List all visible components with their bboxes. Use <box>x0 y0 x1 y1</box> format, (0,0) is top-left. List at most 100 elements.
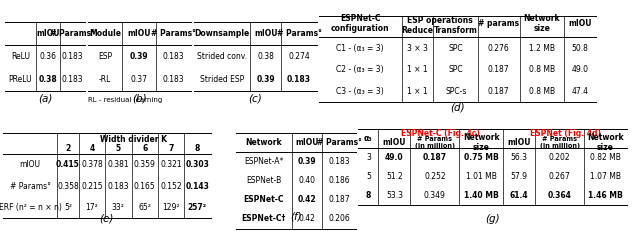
Text: 0.187: 0.187 <box>423 153 447 162</box>
Text: (c): (c) <box>248 94 262 103</box>
Text: # Params
(in million): # Params (in million) <box>415 136 455 149</box>
Text: 0.8 MB: 0.8 MB <box>529 87 555 96</box>
Text: 0.187: 0.187 <box>488 87 509 96</box>
Text: 0.8 MB: 0.8 MB <box>529 65 555 74</box>
Text: 65²: 65² <box>138 203 151 212</box>
Text: # Params°: # Params° <box>51 29 95 38</box>
Text: 8: 8 <box>195 144 200 153</box>
Text: SPC-s: SPC-s <box>445 87 467 96</box>
Text: 0.378: 0.378 <box>81 160 103 169</box>
Text: Strided conv.: Strided conv. <box>197 52 247 61</box>
Text: # Params
(in million): # Params (in million) <box>540 136 580 149</box>
Text: 5²: 5² <box>64 203 72 212</box>
Text: Module: Module <box>89 29 121 38</box>
Text: 0.183: 0.183 <box>163 75 184 84</box>
Text: mIOU: mIOU <box>383 138 406 147</box>
Text: Reduce: Reduce <box>401 26 433 35</box>
Text: 61.4: 61.4 <box>510 191 529 200</box>
Text: C2 - (α₃ = 3): C2 - (α₃ = 3) <box>337 65 384 74</box>
Text: 1.07 MB: 1.07 MB <box>590 172 621 181</box>
Text: Network: Network <box>246 138 282 147</box>
Text: (e): (e) <box>100 213 114 223</box>
Text: 8: 8 <box>365 191 371 200</box>
Text: 0.42: 0.42 <box>299 214 316 223</box>
Text: 57.9: 57.9 <box>511 172 527 181</box>
Text: mIOU: mIOU <box>296 138 319 147</box>
Text: ESPNet-A*: ESPNet-A* <box>244 157 284 166</box>
Text: 0.152: 0.152 <box>160 182 182 191</box>
Text: α₃: α₃ <box>364 134 372 143</box>
Text: 0.359: 0.359 <box>134 160 156 169</box>
Text: 0.358: 0.358 <box>57 182 79 191</box>
Text: 3: 3 <box>366 153 371 162</box>
Text: ESPNet-C (Fig. 4c): ESPNet-C (Fig. 4c) <box>401 129 480 138</box>
Text: ESPNet-C: ESPNet-C <box>244 195 284 204</box>
Text: SPC: SPC <box>449 65 463 74</box>
Text: ESP: ESP <box>98 52 112 61</box>
Text: 0.39: 0.39 <box>298 157 316 166</box>
Text: 5: 5 <box>116 144 121 153</box>
Text: SPC: SPC <box>449 44 463 53</box>
Text: 0.42: 0.42 <box>298 195 316 204</box>
Text: 2: 2 <box>65 144 70 153</box>
Text: 49.0: 49.0 <box>385 153 404 162</box>
Text: 0.321: 0.321 <box>160 160 182 169</box>
Text: 0.364: 0.364 <box>548 191 572 200</box>
Text: 0.165: 0.165 <box>134 182 156 191</box>
Text: (a): (a) <box>38 94 52 103</box>
Text: 0.187: 0.187 <box>328 195 350 204</box>
Text: ESP operations: ESP operations <box>407 16 473 25</box>
Text: 0.267: 0.267 <box>548 172 570 181</box>
Text: C1 - (α₃ = 3): C1 - (α₃ = 3) <box>337 44 384 53</box>
Text: RL - residual learning: RL - residual learning <box>88 97 163 103</box>
Text: 0.183: 0.183 <box>62 75 84 84</box>
Text: 0.186: 0.186 <box>328 176 350 185</box>
Text: 0.40: 0.40 <box>299 176 316 185</box>
Text: 17²: 17² <box>86 203 99 212</box>
Text: 0.183: 0.183 <box>287 75 311 84</box>
Text: # Params°: # Params° <box>317 138 362 147</box>
Text: 1.46 MB: 1.46 MB <box>588 191 623 200</box>
Text: # Params°: # Params° <box>151 29 196 38</box>
Text: 3 × 3: 3 × 3 <box>407 44 428 53</box>
Text: mIOU: mIOU <box>20 160 40 169</box>
Text: 257²: 257² <box>188 203 207 212</box>
Text: 33²: 33² <box>112 203 125 212</box>
Text: 0.303: 0.303 <box>186 160 209 169</box>
Text: -RL: -RL <box>99 75 111 84</box>
Text: (b): (b) <box>132 94 147 103</box>
Text: (f): (f) <box>290 211 301 221</box>
Text: 1 × 1: 1 × 1 <box>407 87 428 96</box>
Text: ESPNet-B: ESPNet-B <box>246 176 282 185</box>
Text: 0.202: 0.202 <box>548 153 570 162</box>
Text: Network
size: Network size <box>463 133 499 152</box>
Text: 5: 5 <box>366 172 371 181</box>
Text: 0.183: 0.183 <box>62 52 84 61</box>
Text: mIOU: mIOU <box>36 29 60 38</box>
Text: 0.39: 0.39 <box>130 52 148 61</box>
Text: (g): (g) <box>485 214 500 224</box>
Text: 129²: 129² <box>163 203 180 212</box>
Text: 4: 4 <box>90 144 95 153</box>
Text: (d): (d) <box>450 102 465 112</box>
Text: mIOU: mIOU <box>508 138 531 147</box>
Text: 0.381: 0.381 <box>108 160 129 169</box>
Text: 0.36: 0.36 <box>40 52 56 61</box>
Text: # params: # params <box>478 19 519 28</box>
Text: 0.183: 0.183 <box>108 182 129 191</box>
Text: 0.75 MB: 0.75 MB <box>464 153 499 162</box>
Text: 1 × 1: 1 × 1 <box>407 65 428 74</box>
Text: mIOU: mIOU <box>568 19 592 28</box>
Text: 0.187: 0.187 <box>488 65 509 74</box>
Text: mIOU: mIOU <box>254 29 278 38</box>
Text: 0.349: 0.349 <box>424 191 445 200</box>
Text: Network
size: Network size <box>587 133 624 152</box>
Text: 0.82 MB: 0.82 MB <box>590 153 621 162</box>
Text: mIOU: mIOU <box>127 29 151 38</box>
Text: 0.39: 0.39 <box>257 75 275 84</box>
Text: 1.2 MB: 1.2 MB <box>529 44 555 53</box>
Text: # Params°: # Params° <box>276 29 321 38</box>
Text: ESPNet (Fig. 4d): ESPNet (Fig. 4d) <box>530 129 600 138</box>
Text: 0.37: 0.37 <box>131 75 147 84</box>
Text: 1.01 MB: 1.01 MB <box>466 172 497 181</box>
